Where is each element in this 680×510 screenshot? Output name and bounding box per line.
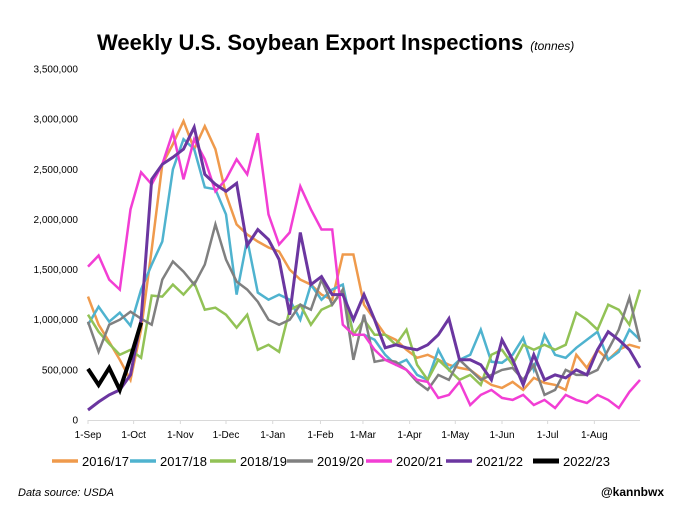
y-tick-label: 1,000,000 — [34, 315, 79, 326]
x-axis: 1-Sep 1-Oct 1-Nov 1-Dec 1-Jan 1-Feb 1-Mar 1-Apr… — [75, 420, 640, 441]
legend-label-2019-20: 2019/20 — [317, 454, 364, 469]
x-tick-label: 1-Mar — [350, 430, 377, 441]
chart-title: Weekly U.S. Soybean Export Inspections (t… — [97, 30, 574, 55]
chart-title-unit: (tonnes) — [530, 39, 574, 53]
y-tick-label: 3,500,000 — [34, 65, 79, 76]
x-tick-label: 1-May — [441, 430, 469, 441]
author-handle: @kannbwx — [601, 485, 664, 499]
plot-area — [86, 117, 642, 412]
chart-title-main: Weekly U.S. Soybean Export Inspections — [97, 30, 523, 55]
legend-label-2020-21: 2020/21 — [396, 454, 443, 469]
x-tick-label: 1-Jan — [260, 430, 285, 441]
x-tick-label: 1-Dec — [213, 430, 240, 441]
x-tick-label: 1-Feb — [307, 430, 334, 441]
x-tick-label: 1-Sep — [75, 430, 102, 441]
y-tick-label: 2,000,000 — [34, 215, 79, 226]
legend-label-2017-18: 2017/18 — [160, 454, 207, 469]
legend-label-2021-22: 2021/22 — [476, 454, 523, 469]
y-tick-label: 500,000 — [42, 365, 79, 376]
x-tick-label: 1-Aug — [581, 430, 608, 441]
y-axis: 0 500,000 1,000,000 1,500,000 2,000,000 2,500… — [34, 65, 79, 427]
data-source-note: Data source: USDA — [18, 487, 114, 499]
x-tick-label: 1-Jun — [489, 430, 514, 441]
series-line-2021-22 — [87, 122, 642, 412]
series-line-2020-21 — [87, 127, 641, 410]
series-line-2019-20 — [86, 219, 642, 397]
y-tick-label: 0 — [72, 416, 78, 427]
series-line-2016-17 — [86, 117, 641, 392]
legend: 2016/17 2017/18 2018/19 2019/20 2020/21 2021/… — [52, 454, 610, 469]
y-tick-label: 2,500,000 — [34, 165, 79, 176]
legend-label-2016-17: 2016/17 — [82, 454, 129, 469]
y-tick-label: 3,000,000 — [34, 115, 79, 126]
series-line-2022-23 — [86, 322, 144, 396]
legend-label-2022-23: 2022/23 — [563, 454, 610, 469]
x-tick-label: 1-Apr — [397, 430, 422, 441]
x-tick-label: 1-Nov — [167, 430, 194, 441]
x-tick-label: 1-Jul — [537, 430, 559, 441]
x-tick-label: 1-Oct — [121, 430, 146, 441]
y-tick-label: 1,500,000 — [34, 265, 79, 276]
legend-label-2018-19: 2018/19 — [240, 454, 287, 469]
